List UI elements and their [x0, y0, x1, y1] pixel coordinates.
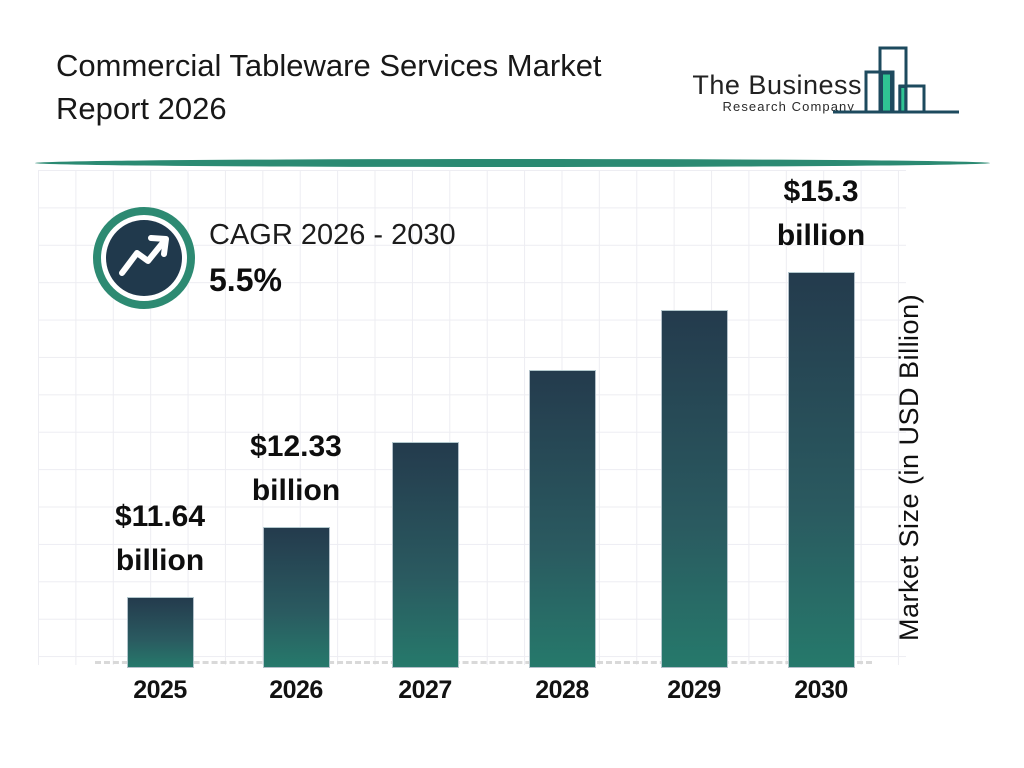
logo-company-subname: Research Company — [722, 99, 855, 114]
logo-bars-icon — [833, 46, 959, 114]
bar-value-unit: billion — [776, 219, 866, 252]
bar-value-label-2030: $15.3 billion — [726, 170, 916, 258]
logo-company-name: The Business — [692, 70, 862, 100]
bar-2029 — [660, 310, 728, 668]
bar-2026 — [262, 527, 330, 668]
page-title-line1: Commercial Tableware Services Market — [56, 48, 602, 83]
page-title-line2: Report 2026 — [56, 91, 227, 126]
bar-value-label-2026: $12.33 billion — [201, 425, 391, 513]
x-tick-2029: 2029 — [667, 676, 721, 704]
x-tick-2028: 2028 — [535, 676, 589, 704]
x-axis-baseline — [95, 661, 872, 664]
bar-value-unit: billion — [115, 544, 205, 577]
bar-value-amount: $15.3 — [783, 175, 859, 208]
x-tick-2027: 2027 — [398, 676, 452, 704]
cagr-label: CAGR 2026 - 2030 — [209, 219, 456, 251]
cagr-value: 5.5% — [209, 262, 282, 298]
bar-2028 — [528, 370, 596, 668]
bar-2025 — [126, 597, 194, 668]
y-axis-label: Market Size (in USD Billion) — [894, 293, 924, 641]
bar-2027 — [391, 442, 459, 668]
bar-value-unit: billion — [251, 474, 341, 507]
bar-value-label-2025: $11.64 billion — [65, 495, 255, 583]
x-tick-2026: 2026 — [269, 676, 323, 704]
header-divider — [35, 159, 990, 167]
page-title: Commercial Tableware Services Market Rep… — [56, 44, 696, 130]
trending-up-icon — [93, 207, 195, 309]
x-tick-2025: 2025 — [133, 676, 187, 704]
x-tick-2030: 2030 — [794, 676, 848, 704]
bar-2030 — [787, 272, 855, 668]
bar-value-amount: $11.64 — [114, 500, 206, 533]
bar-value-amount: $12.33 — [250, 430, 342, 463]
